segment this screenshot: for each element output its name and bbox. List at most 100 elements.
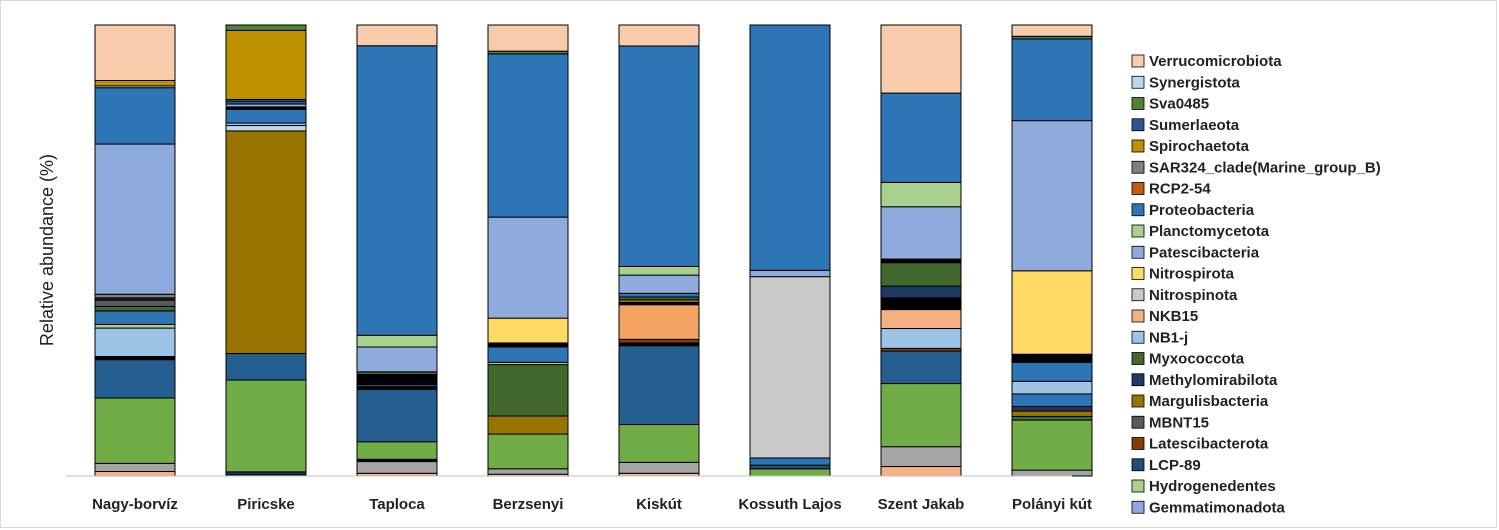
legend-label-patescibacteria: Patescibacteria: [1149, 244, 1260, 261]
bar-segment-nagy-borviz-9: [94, 299, 176, 307]
legend-swatch-latescibacterota: [1131, 437, 1145, 450]
legend-swatch-margulisbacteria: [1131, 394, 1145, 408]
bar-segment-szent-jakab-7: [880, 297, 962, 311]
bar-segment-polanyi-kut-10: [1011, 120, 1093, 272]
bar-segment-berzsenyi-8: [487, 317, 569, 344]
bar-segment-polanyi-kut-8: [1011, 353, 1093, 363]
bar-segment-szent-jakab-9: [880, 262, 962, 287]
bar-segment-taploca-1: [356, 461, 438, 474]
bar-segment-szent-jakab-14: [880, 24, 962, 94]
legend-label-nitrospinota: Nitrospinota: [1149, 287, 1238, 304]
legend-swatch-methylomirabilota: [1131, 373, 1145, 387]
x-tick-label-berzsenyi: Berzsenyi: [493, 496, 564, 513]
bar-segment-nagy-borviz-16: [94, 24, 176, 81]
bar-segment-szent-jakab-1: [880, 446, 962, 468]
legend-label-spirochaetota: Spirochaetota: [1149, 138, 1250, 155]
bar-segment-berzsenyi-7: [487, 342, 569, 348]
bar-segment-nagy-borviz-7: [94, 310, 176, 325]
legend-swatch-sar324-clade-marine-group-b: [1131, 160, 1145, 174]
legend-label-rcp2-54: RCP2-54: [1149, 181, 1211, 198]
legend-label-proteobacteria: Proteobacteria: [1149, 202, 1255, 219]
y-axis-label: Relative abundance (%): [37, 154, 57, 346]
bar-segment-kossuth-lajos-4: [749, 269, 831, 278]
bar-segment-szent-jakab-5: [880, 328, 962, 349]
bar-segment-kiskut-6: [618, 304, 700, 340]
bar-segment-szent-jakab-11: [880, 206, 962, 260]
bar-segment-berzsenyi-3: [487, 415, 569, 435]
bar-segment-polanyi-kut-5: [1011, 393, 1093, 408]
bar-segment-kossuth-lajos-1: [749, 464, 831, 470]
legend-label-margulisbacteria: Margulisbacteria: [1149, 393, 1269, 410]
legend-label-synergistota: Synergistota: [1149, 74, 1241, 91]
legend-label-gemmatimonadota: Gemmatimonadota: [1149, 499, 1286, 516]
legend-label-hydrogenedentes: Hydrogenedentes: [1149, 478, 1276, 495]
legend-swatch-lcp-89: [1131, 458, 1145, 472]
legend-swatch-spirochaetota: [1131, 139, 1145, 153]
bar-segment-nagy-borviz-13: [94, 87, 176, 145]
legend-label-mbnt15: MBNT15: [1149, 414, 1209, 431]
x-tick-labels: Nagy-borvíz Piricske Taploca Berzsenyi Kiskú…: [92, 496, 1092, 513]
bar-segment-polanyi-kut-11: [1011, 38, 1093, 122]
x-tick-label-szent-jakab: Szent Jakab: [878, 496, 965, 513]
legend-swatch-verrucomicrobiota: [1131, 54, 1145, 68]
bar-segment-piricske-2: [225, 379, 307, 473]
legend-label-sumerlaeota: Sumerlaeota: [1149, 117, 1240, 134]
bar-segment-berzsenyi-4: [487, 364, 569, 417]
legend-swatch-rcp2-54: [1131, 182, 1145, 195]
x-tick-label-piricske: Piricske: [237, 496, 295, 513]
bar-segment-kossuth-lajos-0: [749, 468, 831, 477]
bar-segment-nagy-borviz-12: [94, 143, 176, 295]
legend-label-sva0485: Sva0485: [1149, 96, 1209, 113]
bar-segment-polanyi-kut-1: [1011, 419, 1093, 471]
legend-swatch-nb1-j: [1131, 330, 1145, 344]
bar-segment-szent-jakab-8: [880, 285, 962, 299]
bar-segment-polanyi-kut-9: [1011, 270, 1093, 355]
bar-segment-nagy-borviz-6: [94, 323, 176, 329]
legend: Verrucomicrobiota Synergistota Sva0485 Sume…: [1131, 53, 1381, 516]
bar-segment-taploca-10: [356, 334, 438, 348]
legend-label-latescibacterota: Latescibacterota: [1149, 436, 1269, 453]
x-tick-label-polanyi-kut: Polányi kút: [1012, 496, 1092, 513]
legend-swatch-nkb15: [1131, 309, 1145, 323]
bar-segment-nagy-borviz-3: [94, 359, 176, 399]
bar-segment-kiskut-14: [618, 24, 700, 47]
bar-segment-nagy-borviz-11: [94, 293, 176, 299]
bar-segment-polanyi-kut-4: [1011, 406, 1093, 412]
bar-segment-berzsenyi-1: [487, 468, 569, 475]
legend-swatch-mbnt15: [1131, 415, 1145, 429]
bar-segment-nagy-borviz-1: [94, 462, 176, 472]
bar-segment-berzsenyi-10: [487, 53, 569, 218]
legend-swatch-gemmatimonadota: [1131, 500, 1145, 514]
bar-segment-polanyi-kut-7: [1011, 361, 1093, 382]
bar-segment-nagy-borviz-8: [94, 305, 176, 312]
bar-segment-kiskut-13: [618, 45, 700, 267]
legend-swatch-nitrospinota: [1131, 288, 1145, 302]
bar-segment-piricske-4: [225, 130, 307, 355]
bar-segment-kiskut-5: [618, 338, 700, 344]
legend-swatch-hydrogenedentes: [1131, 479, 1145, 493]
x-tick-label-taploca: Taploca: [369, 496, 425, 513]
bar-segment-piricske-5: [225, 125, 307, 132]
bar-segment-berzsenyi-6: [487, 346, 569, 363]
bar-segment-polanyi-kut-3: [1011, 410, 1093, 417]
bar-segment-nagy-borviz-5: [94, 327, 176, 357]
x-tick-label-nagy-borviz: Nagy-borvíz: [92, 496, 178, 513]
legend-label-verrucomicrobiota: Verrucomicrobiota: [1149, 53, 1282, 70]
bars-group: [94, 24, 1093, 477]
bar-segment-piricske-12: [225, 29, 307, 100]
bar-segment-szent-jakab-0: [880, 466, 962, 477]
legend-label-methylomirabilota: Methylomirabilota: [1149, 372, 1278, 389]
legend-swatch-synergistota: [1131, 75, 1145, 89]
legend-label-myxococcota: Myxococcota: [1149, 351, 1245, 368]
bar-segment-piricske-13: [225, 24, 307, 31]
bar-segment-szent-jakab-13: [880, 92, 962, 183]
bar-segment-piricske-7: [225, 108, 307, 124]
bar-segment-berzsenyi-2: [487, 433, 569, 470]
legend-label-nkb15: NKB15: [1149, 308, 1198, 325]
bar-segment-szent-jakab-12: [880, 181, 962, 208]
legend-label-sar324-clade-marine-group-b: SAR324_clade(Marine_group_B): [1149, 159, 1381, 176]
bar-segment-kossuth-lajos-5: [749, 24, 831, 271]
bar-segment-kiskut-3: [618, 345, 700, 426]
bar-segment-polanyi-kut-0: [1011, 469, 1093, 477]
bar-segment-szent-jakab-10: [880, 258, 962, 264]
